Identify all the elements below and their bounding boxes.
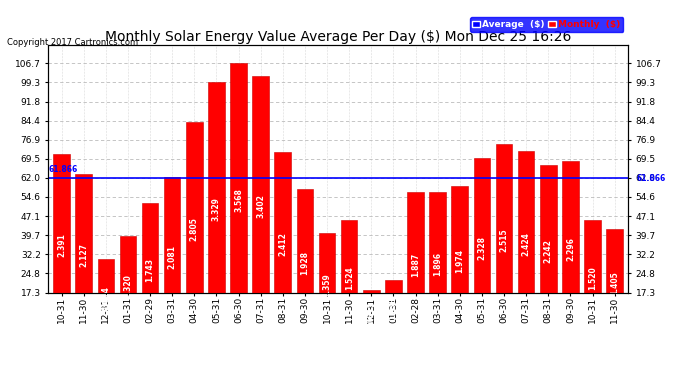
Bar	[451, 186, 468, 337]
Text: 1.928: 1.928	[300, 251, 309, 275]
Bar	[75, 174, 92, 337]
Bar	[341, 220, 357, 337]
Text: 3.568: 3.568	[234, 188, 243, 212]
Text: 2.328: 2.328	[477, 236, 486, 260]
Bar	[141, 203, 159, 337]
Text: 1.359: 1.359	[322, 273, 331, 297]
Text: 1.524: 1.524	[345, 267, 354, 290]
Bar	[584, 220, 601, 337]
Text: 61.866: 61.866	[48, 165, 77, 174]
Bar	[253, 76, 269, 337]
Bar	[297, 189, 313, 337]
Bar	[518, 151, 535, 337]
Bar	[363, 290, 380, 337]
Text: 2.127: 2.127	[79, 243, 88, 267]
Bar	[275, 152, 291, 337]
Text: 2.296: 2.296	[566, 237, 575, 261]
Bar	[407, 192, 424, 337]
Bar	[429, 192, 446, 337]
Text: 0.615: 0.615	[367, 302, 376, 325]
Title: Monthly Solar Energy Value Average Per Day ($) Mon Dec 25 16:26: Monthly Solar Energy Value Average Per D…	[105, 30, 571, 44]
Text: 0.736: 0.736	[389, 297, 398, 321]
Bar	[562, 161, 579, 337]
Text: 2.081: 2.081	[168, 245, 177, 269]
Text: 61.866: 61.866	[637, 174, 666, 183]
Bar	[186, 122, 203, 337]
Legend: Average  ($), Monthly  ($): Average ($), Monthly ($)	[470, 17, 623, 32]
Bar	[97, 259, 114, 337]
Bar	[385, 280, 402, 337]
Text: 1.405: 1.405	[610, 271, 619, 295]
Text: 1.743: 1.743	[146, 258, 155, 282]
Text: 2.515: 2.515	[500, 229, 509, 252]
Bar	[164, 177, 181, 337]
Text: 2.412: 2.412	[278, 232, 287, 256]
Bar	[540, 165, 557, 337]
Text: 3.329: 3.329	[212, 197, 221, 221]
Text: 2.424: 2.424	[522, 232, 531, 256]
Text: 3.402: 3.402	[256, 195, 265, 218]
Text: Copyright 2017 Cartronics.com: Copyright 2017 Cartronics.com	[7, 38, 138, 47]
Text: 1.974: 1.974	[455, 249, 464, 273]
Bar	[607, 229, 623, 337]
Text: 2.805: 2.805	[190, 217, 199, 241]
Bar	[230, 63, 247, 337]
Text: 1.896: 1.896	[433, 252, 442, 276]
Bar	[208, 82, 225, 337]
Bar	[495, 144, 512, 337]
Text: 1.520: 1.520	[588, 267, 597, 291]
Text: 2.391: 2.391	[57, 233, 66, 257]
Text: 1.887: 1.887	[411, 252, 420, 277]
Bar	[473, 158, 490, 337]
Bar	[319, 232, 335, 337]
Bar	[53, 154, 70, 337]
Text: 1.014: 1.014	[101, 286, 110, 310]
Text: 2.242: 2.242	[544, 239, 553, 263]
Text: 1.320: 1.320	[124, 274, 132, 298]
Bar	[119, 236, 136, 337]
